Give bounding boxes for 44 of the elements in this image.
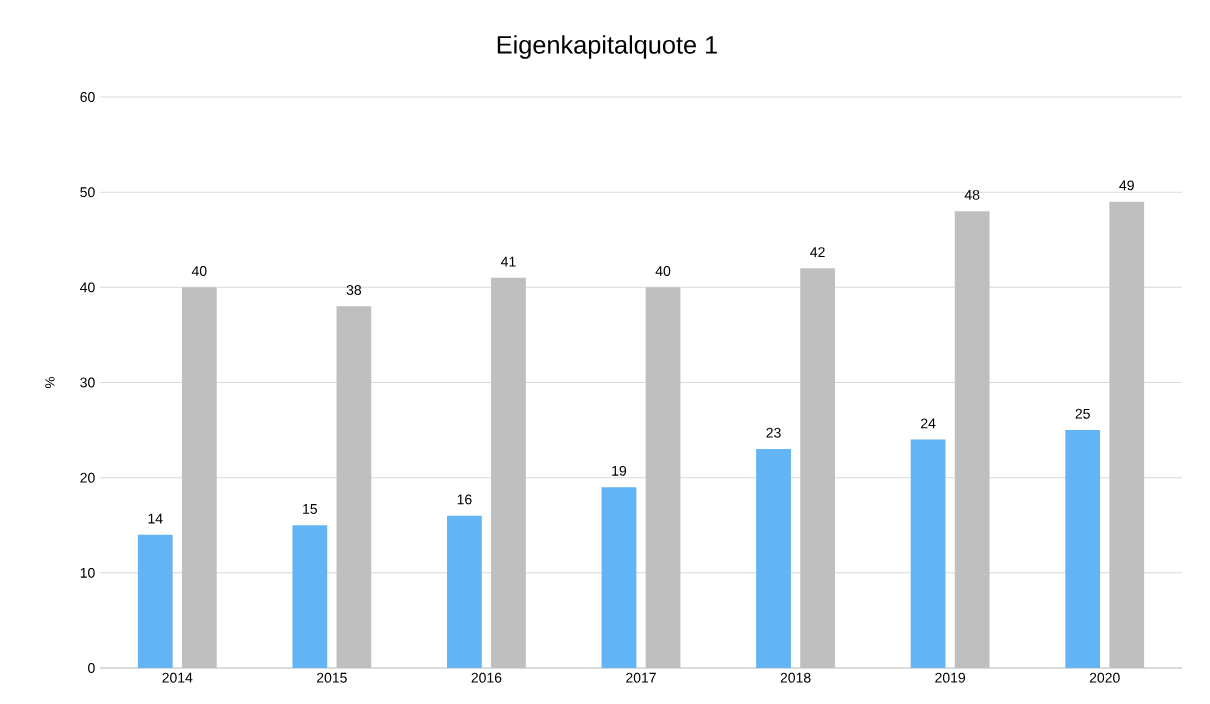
y-tick-label: 10 bbox=[80, 567, 95, 578]
x-tick-label: 2017 bbox=[626, 672, 656, 683]
x-tick-label: 2019 bbox=[935, 672, 966, 683]
x-tick-label: 2015 bbox=[317, 672, 347, 683]
x-tick-label: 2016 bbox=[471, 672, 502, 683]
data-label: 15 bbox=[303, 504, 318, 514]
data-label: 14 bbox=[148, 513, 163, 524]
bar bbox=[756, 449, 791, 668]
bar bbox=[181, 287, 217, 668]
data-label: 38 bbox=[346, 285, 362, 295]
data-label: 25 bbox=[1075, 408, 1090, 419]
bar bbox=[645, 287, 681, 668]
bar bbox=[1065, 430, 1101, 668]
y-axis-title: % bbox=[45, 377, 55, 388]
data-label: 19 bbox=[612, 465, 627, 476]
bar bbox=[1109, 201, 1145, 668]
x-tick-label: 2020 bbox=[1089, 672, 1120, 683]
data-label: 23 bbox=[766, 427, 781, 438]
bar bbox=[137, 534, 173, 668]
y-tick-label: 30 bbox=[80, 377, 95, 388]
data-label: 40 bbox=[655, 266, 671, 276]
data-label: 41 bbox=[500, 256, 516, 267]
data-label: 48 bbox=[964, 189, 980, 200]
x-tick-label: 2018 bbox=[780, 672, 811, 683]
bar bbox=[292, 525, 328, 668]
y-tick-label: 40 bbox=[80, 282, 95, 293]
y-tick-label: 50 bbox=[80, 187, 95, 198]
chart-title: Eigenkapitalquote 1 bbox=[497, 35, 717, 59]
data-label: 16 bbox=[457, 494, 472, 505]
bar bbox=[910, 439, 946, 668]
bar bbox=[800, 268, 835, 668]
y-tick-label: 20 bbox=[80, 472, 95, 483]
bar bbox=[491, 277, 526, 668]
y-tick-label: 0 bbox=[88, 663, 95, 673]
bar bbox=[447, 515, 482, 668]
data-label: 24 bbox=[921, 418, 936, 429]
y-tick-label: 60 bbox=[80, 92, 95, 102]
data-label: 40 bbox=[191, 266, 207, 276]
bar bbox=[336, 306, 372, 668]
data-label: 49 bbox=[1119, 180, 1134, 191]
x-tick-label: 2014 bbox=[162, 672, 193, 683]
bar bbox=[954, 211, 990, 668]
data-label: 42 bbox=[810, 247, 825, 257]
bar bbox=[601, 487, 637, 668]
